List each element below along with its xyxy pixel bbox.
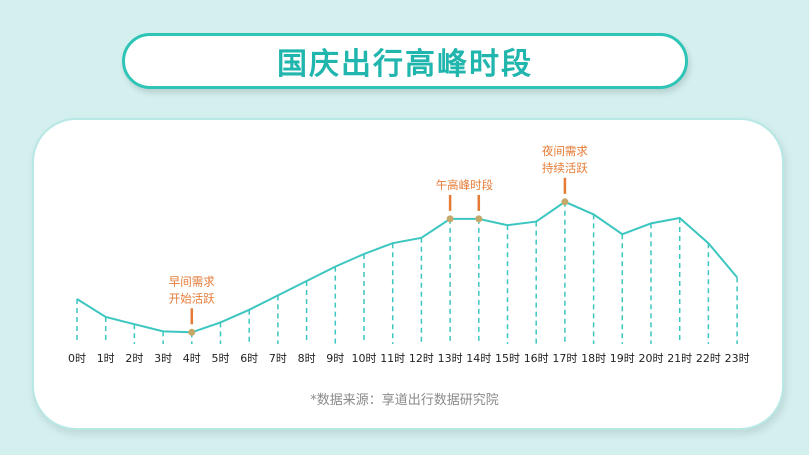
x-tick-label-3: 3时 (154, 352, 172, 365)
x-tick-label-18: 18时 (581, 352, 606, 365)
peak-marker-4 (188, 328, 196, 336)
x-tick-label-7: 7时 (269, 352, 287, 365)
x-tick-label-10: 10时 (352, 352, 377, 365)
annotation-label-0-1: 开始活跃 (169, 291, 215, 305)
x-tick-label-17: 17时 (552, 352, 577, 365)
x-tick-label-11: 11时 (380, 352, 405, 365)
x-tick-label-0: 0时 (68, 352, 86, 365)
peak-marker-14 (475, 215, 483, 223)
x-tick-label-4: 4时 (183, 352, 201, 365)
x-tick-label-2: 2时 (125, 352, 143, 365)
x-tick-label-1: 1时 (97, 352, 115, 365)
page-title: 国庆出行高峰时段 (277, 47, 533, 82)
annotation-label-0-0: 早间需求 (169, 274, 215, 288)
x-tick-label-13: 13时 (438, 352, 463, 365)
x-tick-label-21: 21时 (667, 352, 692, 365)
x-tick-label-20: 20时 (639, 352, 664, 365)
x-tick-label-19: 19时 (610, 352, 635, 365)
annotation-label-2-0: 夜间需求 (542, 144, 588, 158)
x-tick-label-14: 14时 (466, 352, 491, 365)
x-tick-label-15: 15时 (495, 352, 520, 365)
annotation-label-2-1: 持续活跃 (542, 161, 588, 175)
x-tick-label-12: 12时 (409, 352, 434, 365)
x-tick-label-23: 23时 (725, 352, 750, 365)
series-line (76, 200, 738, 334)
peak-marker-13 (446, 215, 454, 223)
data-source-note: *数据来源：享道出行数据研究院 (310, 393, 499, 408)
x-tick-label-16: 16时 (524, 352, 549, 365)
x-tick-label-6: 6时 (240, 352, 258, 365)
x-tick-label-8: 8时 (298, 352, 316, 365)
chart-card (32, 118, 784, 430)
annotation-label-1-0: 午高峰时段 (436, 178, 494, 192)
x-tick-label-9: 9时 (326, 352, 344, 365)
title-banner: 国庆出行高峰时段 (122, 33, 688, 89)
peak-marker-17 (561, 198, 569, 206)
x-tick-label-5: 5时 (212, 352, 230, 365)
x-tick-label-22: 22时 (696, 352, 721, 365)
